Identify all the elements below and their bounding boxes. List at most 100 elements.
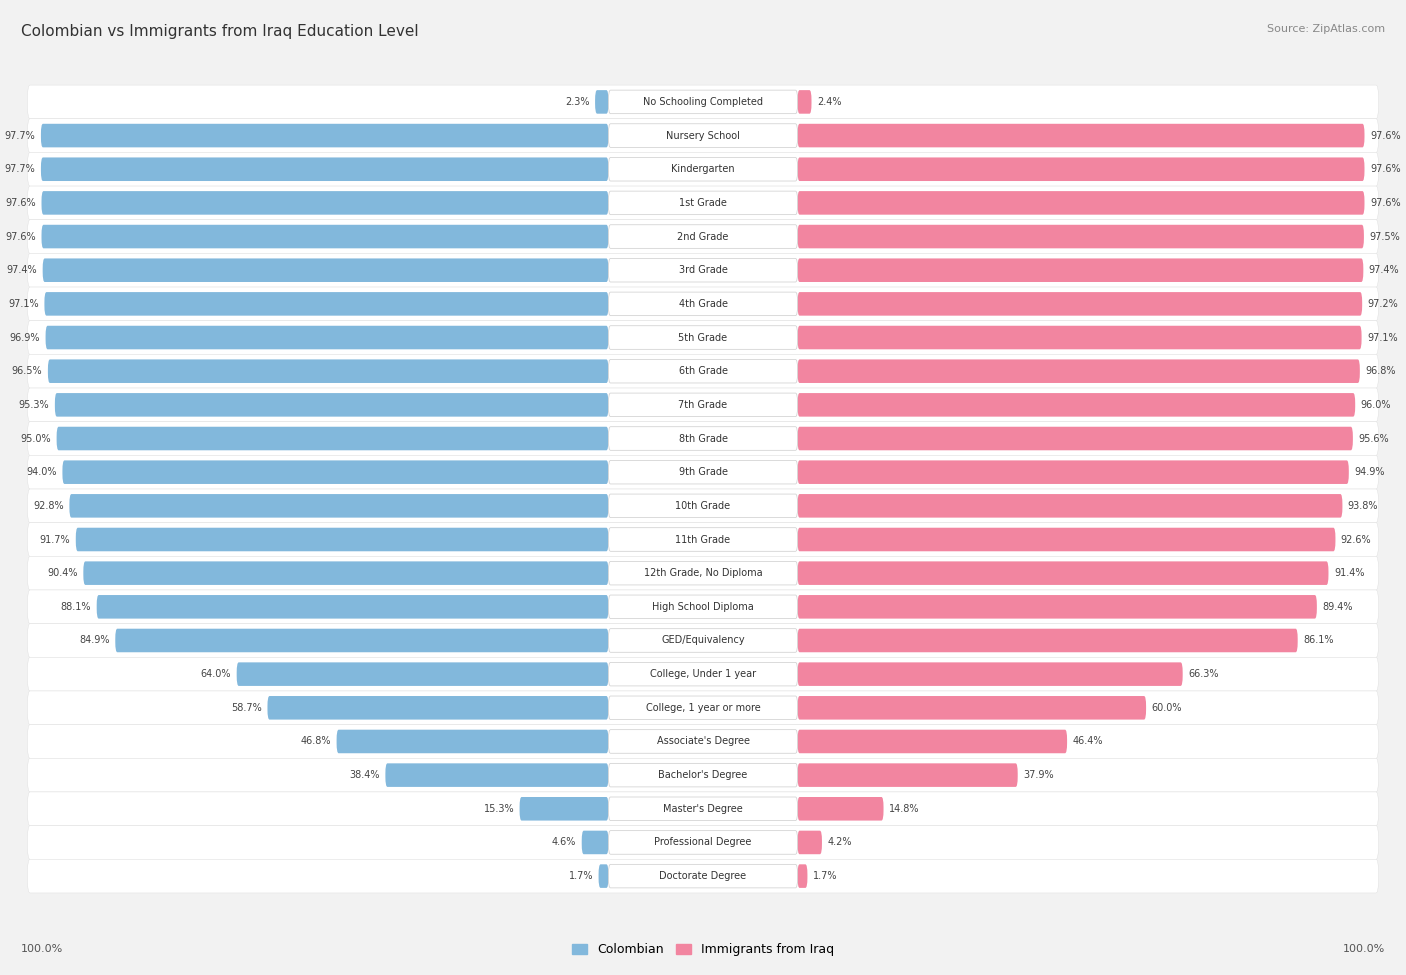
Text: 2.4%: 2.4% xyxy=(817,97,841,107)
Text: 92.8%: 92.8% xyxy=(34,501,65,511)
FancyBboxPatch shape xyxy=(83,562,609,585)
FancyBboxPatch shape xyxy=(28,691,1378,724)
FancyBboxPatch shape xyxy=(797,763,1018,787)
FancyBboxPatch shape xyxy=(520,797,609,821)
FancyBboxPatch shape xyxy=(45,292,609,316)
Text: 1.7%: 1.7% xyxy=(813,871,838,881)
Text: 58.7%: 58.7% xyxy=(232,703,262,713)
FancyBboxPatch shape xyxy=(797,258,1364,282)
FancyBboxPatch shape xyxy=(797,191,1364,214)
FancyBboxPatch shape xyxy=(609,629,797,652)
FancyBboxPatch shape xyxy=(42,191,609,214)
Text: 93.8%: 93.8% xyxy=(1348,501,1378,511)
FancyBboxPatch shape xyxy=(45,326,609,349)
Text: 96.9%: 96.9% xyxy=(10,332,41,342)
FancyBboxPatch shape xyxy=(28,759,1378,792)
FancyBboxPatch shape xyxy=(267,696,609,720)
FancyBboxPatch shape xyxy=(797,729,1067,754)
FancyBboxPatch shape xyxy=(609,797,797,821)
Text: 8th Grade: 8th Grade xyxy=(679,434,727,444)
Text: Doctorate Degree: Doctorate Degree xyxy=(659,871,747,881)
FancyBboxPatch shape xyxy=(609,292,797,316)
Text: 12th Grade, No Diploma: 12th Grade, No Diploma xyxy=(644,568,762,578)
Text: 37.9%: 37.9% xyxy=(1024,770,1053,780)
FancyBboxPatch shape xyxy=(797,595,1317,618)
Text: 97.6%: 97.6% xyxy=(6,198,37,208)
Text: 64.0%: 64.0% xyxy=(201,669,231,680)
FancyBboxPatch shape xyxy=(797,292,1362,316)
FancyBboxPatch shape xyxy=(797,326,1361,349)
Text: 2nd Grade: 2nd Grade xyxy=(678,231,728,242)
Text: 60.0%: 60.0% xyxy=(1152,703,1182,713)
Text: 92.6%: 92.6% xyxy=(1341,534,1371,544)
Text: Bachelor's Degree: Bachelor's Degree xyxy=(658,770,748,780)
Text: 90.4%: 90.4% xyxy=(48,568,77,578)
Text: 14.8%: 14.8% xyxy=(889,803,920,814)
Text: 95.6%: 95.6% xyxy=(1358,434,1389,444)
FancyBboxPatch shape xyxy=(28,826,1378,859)
FancyBboxPatch shape xyxy=(76,527,609,551)
Text: 97.2%: 97.2% xyxy=(1368,299,1399,309)
FancyBboxPatch shape xyxy=(28,724,1378,759)
FancyBboxPatch shape xyxy=(28,321,1378,354)
FancyBboxPatch shape xyxy=(28,523,1378,557)
FancyBboxPatch shape xyxy=(28,219,1378,254)
Text: Colombian vs Immigrants from Iraq Education Level: Colombian vs Immigrants from Iraq Educat… xyxy=(21,24,419,39)
FancyBboxPatch shape xyxy=(336,729,609,754)
Text: 7th Grade: 7th Grade xyxy=(679,400,727,410)
FancyBboxPatch shape xyxy=(797,696,1146,720)
Text: 66.3%: 66.3% xyxy=(1188,669,1219,680)
Text: 4.6%: 4.6% xyxy=(553,838,576,847)
Text: High School Diploma: High School Diploma xyxy=(652,602,754,612)
FancyBboxPatch shape xyxy=(115,629,609,652)
FancyBboxPatch shape xyxy=(28,624,1378,657)
FancyBboxPatch shape xyxy=(28,254,1378,287)
FancyBboxPatch shape xyxy=(582,831,609,854)
FancyBboxPatch shape xyxy=(55,393,609,416)
Text: 97.1%: 97.1% xyxy=(8,299,39,309)
Text: 96.8%: 96.8% xyxy=(1365,367,1396,376)
FancyBboxPatch shape xyxy=(609,562,797,585)
FancyBboxPatch shape xyxy=(609,157,797,181)
FancyBboxPatch shape xyxy=(28,455,1378,489)
FancyBboxPatch shape xyxy=(28,590,1378,624)
FancyBboxPatch shape xyxy=(609,696,797,720)
Text: 91.4%: 91.4% xyxy=(1334,568,1364,578)
Text: Source: ZipAtlas.com: Source: ZipAtlas.com xyxy=(1267,24,1385,34)
Text: 95.0%: 95.0% xyxy=(21,434,51,444)
FancyBboxPatch shape xyxy=(28,792,1378,826)
Text: 3rd Grade: 3rd Grade xyxy=(679,265,727,275)
FancyBboxPatch shape xyxy=(609,460,797,484)
Text: 5th Grade: 5th Grade xyxy=(679,332,727,342)
Text: Associate's Degree: Associate's Degree xyxy=(657,736,749,747)
FancyBboxPatch shape xyxy=(609,729,797,754)
FancyBboxPatch shape xyxy=(609,864,797,888)
FancyBboxPatch shape xyxy=(609,124,797,147)
FancyBboxPatch shape xyxy=(609,393,797,416)
Text: 1st Grade: 1st Grade xyxy=(679,198,727,208)
Text: 2.3%: 2.3% xyxy=(565,97,589,107)
Text: 9th Grade: 9th Grade xyxy=(679,467,727,477)
FancyBboxPatch shape xyxy=(28,422,1378,455)
FancyBboxPatch shape xyxy=(797,360,1360,383)
FancyBboxPatch shape xyxy=(797,460,1348,484)
FancyBboxPatch shape xyxy=(797,797,883,821)
FancyBboxPatch shape xyxy=(609,831,797,854)
Text: 4th Grade: 4th Grade xyxy=(679,299,727,309)
Text: 97.6%: 97.6% xyxy=(1369,131,1400,140)
Text: 4.2%: 4.2% xyxy=(827,838,852,847)
FancyBboxPatch shape xyxy=(28,388,1378,422)
FancyBboxPatch shape xyxy=(609,258,797,282)
Text: 97.4%: 97.4% xyxy=(7,265,38,275)
Text: 15.3%: 15.3% xyxy=(484,803,515,814)
Text: 88.1%: 88.1% xyxy=(60,602,91,612)
FancyBboxPatch shape xyxy=(28,186,1378,219)
FancyBboxPatch shape xyxy=(797,662,1182,686)
Text: 96.0%: 96.0% xyxy=(1361,400,1391,410)
Text: 97.6%: 97.6% xyxy=(1369,164,1400,175)
FancyBboxPatch shape xyxy=(797,629,1298,652)
Text: 91.7%: 91.7% xyxy=(39,534,70,544)
Text: College, 1 year or more: College, 1 year or more xyxy=(645,703,761,713)
FancyBboxPatch shape xyxy=(797,494,1343,518)
FancyBboxPatch shape xyxy=(797,90,811,114)
